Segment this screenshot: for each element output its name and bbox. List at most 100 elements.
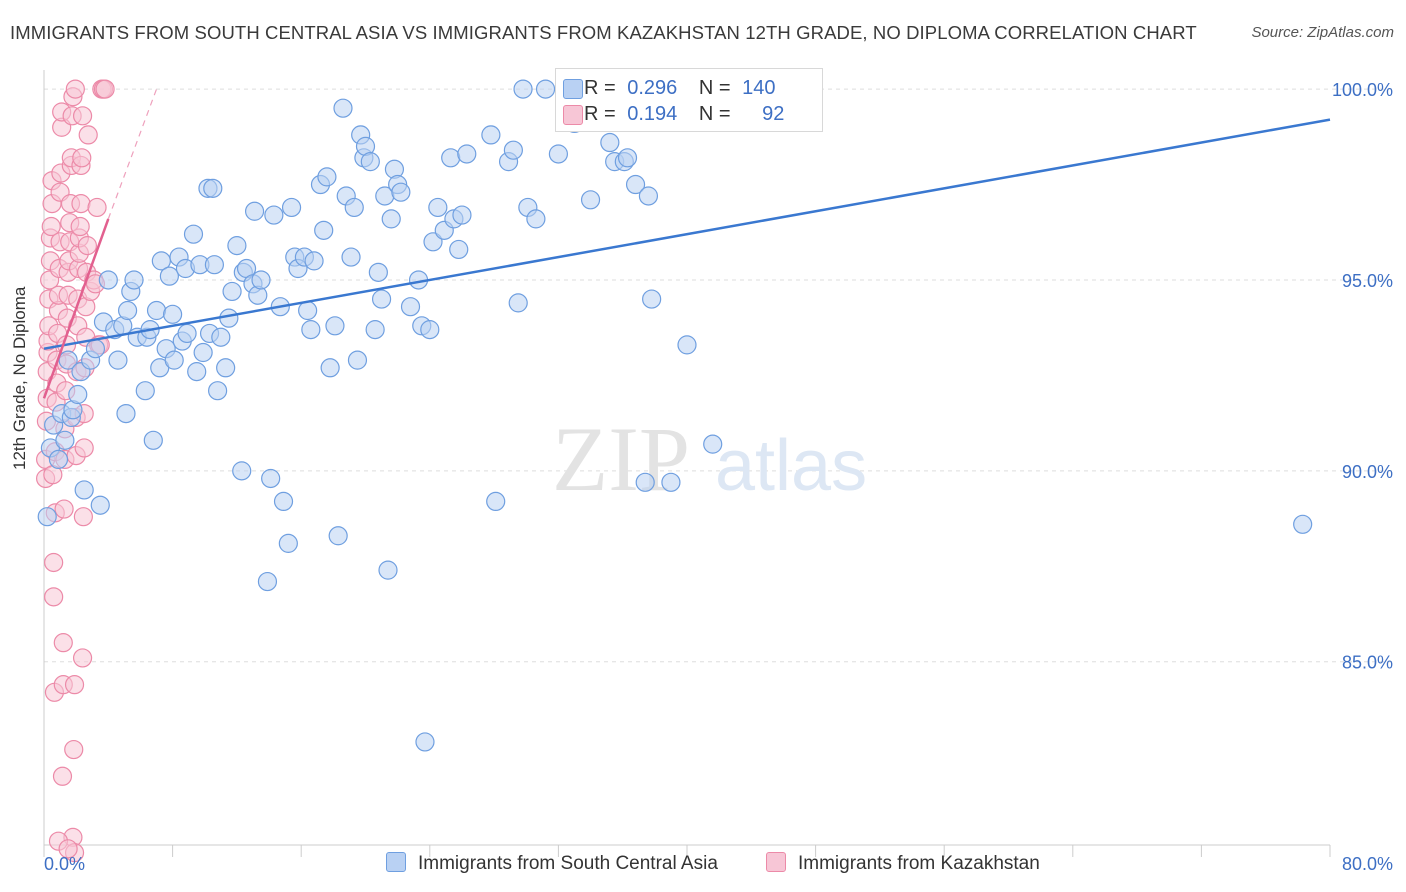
data-point: [187, 362, 207, 382]
data-point: [304, 251, 324, 271]
data-point: [526, 209, 546, 229]
bottom-legend-kazakhstan: Immigrants from Kazakhstan: [766, 852, 1040, 875]
data-point: [661, 472, 681, 492]
data-point: [54, 499, 74, 519]
data-point: [52, 766, 73, 786]
data-point: [548, 144, 569, 164]
data-point: [55, 430, 75, 450]
data-point: [124, 270, 144, 290]
data-point: [65, 79, 85, 99]
data-point: [638, 186, 659, 206]
bottom-legend-south-central-asia: Immigrants from South Central Asia: [386, 852, 718, 875]
legend-n-label: N =: [698, 77, 731, 99]
data-point: [203, 178, 223, 198]
data-point: [1293, 514, 1313, 534]
data-point: [90, 495, 110, 515]
data-point: [183, 224, 204, 244]
data-point: [74, 480, 94, 500]
data-point: [77, 236, 98, 256]
grid-lines: [44, 88, 1395, 663]
data-point: [251, 270, 271, 290]
data-point: [508, 293, 528, 313]
data-point: [368, 262, 388, 282]
legend-r-value: 0.296: [627, 77, 678, 99]
trend-line: [43, 118, 1331, 350]
legend-swatch-pink: [563, 105, 583, 125]
data-point: [71, 194, 91, 214]
data-point: [378, 560, 398, 580]
data-point: [58, 350, 78, 370]
data-point: [677, 335, 697, 355]
data-point: [535, 79, 556, 99]
data-point: [457, 144, 477, 164]
data-point: [177, 323, 197, 344]
legend-row-pink: R = 0.194 N = 92: [563, 103, 784, 127]
data-point: [159, 266, 179, 286]
data-point: [333, 98, 353, 118]
watermark-zip: ZIP: [552, 408, 690, 510]
data-point: [486, 491, 506, 512]
data-point: [68, 384, 88, 405]
data-point: [347, 350, 368, 370]
data-point: [257, 571, 278, 592]
data-point: [216, 358, 236, 378]
y-tick-label: 90.0%: [1342, 462, 1393, 482]
data-point: [85, 339, 106, 359]
y-tick-label: 95.0%: [1342, 271, 1393, 291]
data-point: [73, 507, 93, 527]
data-point: [116, 403, 136, 424]
data-point: [617, 148, 638, 168]
data-point: [44, 587, 64, 607]
data-point: [143, 430, 163, 450]
data-point: [135, 381, 155, 401]
data-point: [163, 304, 183, 324]
data-point: [53, 633, 73, 653]
data-point: [580, 190, 601, 210]
data-point: [264, 205, 284, 225]
data-point: [193, 342, 213, 363]
bottom-legend-label: Immigrants from South Central Asia: [418, 853, 718, 874]
trend-lines: [42, 88, 1331, 399]
legend-n-value: 140: [742, 77, 776, 99]
watermark: ZIP atlas: [552, 408, 867, 510]
y-tick-label: 100.0%: [1332, 80, 1393, 100]
data-point: [400, 297, 421, 317]
data-point: [117, 300, 138, 321]
data-point: [441, 148, 461, 168]
data-point: [208, 381, 228, 401]
data-point: [301, 320, 321, 340]
legend-n-label: N =: [698, 103, 731, 125]
data-point: [415, 732, 435, 752]
data-point: [98, 270, 118, 290]
data-point: [95, 79, 115, 99]
data-point: [360, 152, 380, 172]
data-point: [227, 236, 247, 256]
data-point: [273, 491, 294, 512]
legend: R = 0.296 N = 140 R = 0.194 N = 92: [555, 68, 823, 132]
data-point: [371, 289, 392, 309]
y-tick-labels: 85.0% 90.0% 95.0% 100.0%: [1332, 80, 1393, 673]
data-point: [211, 327, 231, 347]
data-point: [37, 507, 57, 527]
data-point: [635, 472, 655, 492]
legend-r-label: R =: [584, 77, 616, 99]
data-point: [72, 648, 93, 668]
data-point: [298, 300, 318, 321]
data-point: [244, 201, 265, 221]
watermark-atlas: atlas: [715, 426, 867, 506]
data-point: [328, 526, 348, 546]
data-point: [341, 247, 361, 267]
data-point: [625, 174, 646, 195]
data-point: [344, 197, 364, 218]
data-point: [503, 140, 523, 160]
data-point: [317, 167, 337, 187]
data-point: [232, 461, 252, 481]
data-point: [78, 125, 98, 145]
data-point: [391, 182, 411, 202]
bottom-legend-label: Immigrants from Kazakhstan: [798, 853, 1040, 874]
legend-row-blue: R = 0.296 N = 140: [563, 77, 776, 101]
trend-line-extension: [107, 88, 158, 220]
data-point: [72, 106, 93, 126]
data-point: [70, 216, 90, 237]
data-point: [261, 468, 281, 489]
